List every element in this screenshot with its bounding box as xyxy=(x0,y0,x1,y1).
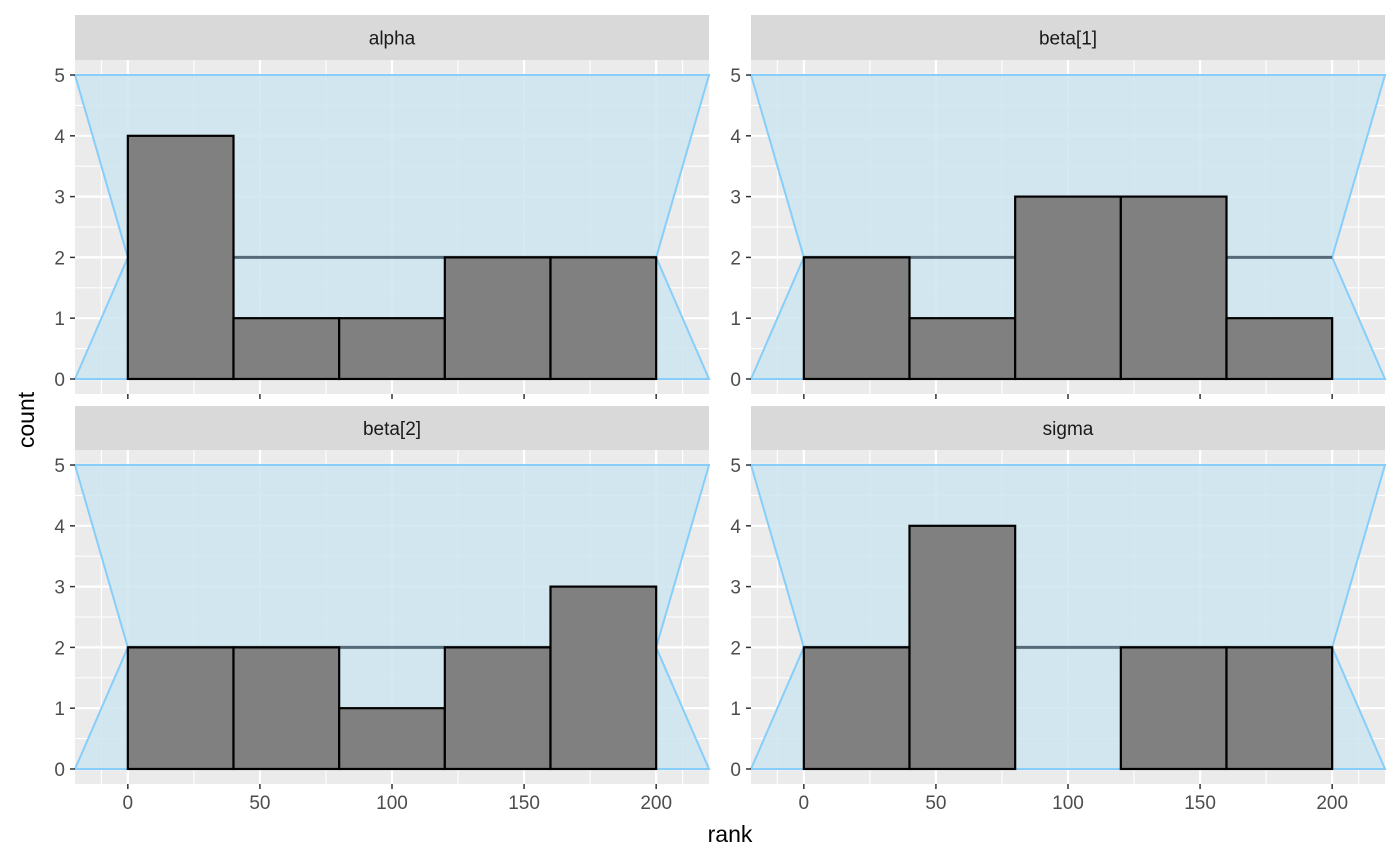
y-tick-label: 2 xyxy=(54,248,65,269)
y-tick-label: 5 xyxy=(54,456,65,477)
y-tick-label: 1 xyxy=(54,699,65,720)
y-tick-label: 3 xyxy=(54,578,65,599)
histogram-bar xyxy=(1225,317,1334,381)
histogram-bar xyxy=(1119,195,1228,381)
facet-strip xyxy=(751,15,1385,60)
y-axis-title: count xyxy=(13,391,39,448)
x-axis-title: rank xyxy=(708,821,753,847)
y-tick-label: 1 xyxy=(54,309,65,330)
facet-strip xyxy=(75,15,709,60)
histogram-bar xyxy=(232,317,341,381)
facet-panel: alpha 0 1 2 3 4 5 xyxy=(54,15,711,399)
y-tick-label: 2 xyxy=(54,638,65,659)
histogram-bar xyxy=(443,256,552,381)
facet-strip-label: alpha xyxy=(369,29,416,50)
y-tick-label: 3 xyxy=(730,188,741,209)
histogram-bar xyxy=(802,646,911,771)
y-tick-label: 4 xyxy=(730,517,741,538)
histogram-bar xyxy=(908,524,1017,771)
facet-strip-label: beta[1] xyxy=(1039,29,1097,50)
histogram-bar xyxy=(1014,195,1122,381)
y-tick-label: 4 xyxy=(54,127,65,148)
x-tick-label: 0 xyxy=(799,793,810,814)
y-tick-label: 4 xyxy=(730,127,741,148)
y-tick-label: 0 xyxy=(730,370,741,391)
y-tick-label: 0 xyxy=(730,760,741,781)
y-tick-label: 3 xyxy=(730,578,741,599)
histogram-bar xyxy=(338,707,446,771)
histogram-bar xyxy=(1225,646,1334,771)
histogram-bar xyxy=(126,646,235,771)
y-tick-label: 0 xyxy=(54,760,65,781)
y-tick-label: 0 xyxy=(54,370,65,391)
x-tick-label: 150 xyxy=(508,793,540,814)
y-tick-label: 5 xyxy=(730,456,741,477)
histogram-bar xyxy=(549,256,658,381)
facet-strip-label: sigma xyxy=(1043,419,1094,440)
histogram-bar xyxy=(802,256,911,381)
x-tick-label: 200 xyxy=(640,793,672,814)
histogram-bar xyxy=(338,317,446,381)
histogram-bar xyxy=(549,585,658,771)
y-tick-label: 3 xyxy=(54,188,65,209)
histogram-bar xyxy=(443,646,552,771)
facet-strip xyxy=(751,406,1385,450)
facet-panel: beta[1] 0 1 2 3 4 5 xyxy=(730,15,1387,399)
facet-strip-label: beta[2] xyxy=(363,419,421,440)
y-tick-label: 5 xyxy=(730,66,741,87)
x-tick-label: 50 xyxy=(925,793,946,814)
x-tick-label: 200 xyxy=(1316,793,1348,814)
x-tick-label: 100 xyxy=(376,793,408,814)
facet-strip xyxy=(75,406,709,450)
x-tick-label: 100 xyxy=(1052,793,1084,814)
x-tick-label: 150 xyxy=(1184,793,1216,814)
histogram-bar xyxy=(1119,646,1228,771)
histogram-bar xyxy=(232,646,341,771)
y-tick-label: 5 xyxy=(54,66,65,87)
y-tick-label: 1 xyxy=(730,699,741,720)
y-tick-label: 2 xyxy=(730,638,741,659)
y-tick-label: 4 xyxy=(54,517,65,538)
y-tick-label: 1 xyxy=(730,309,741,330)
histogram-bar xyxy=(908,317,1017,381)
x-tick-label: 0 xyxy=(123,793,134,814)
y-tick-label: 2 xyxy=(730,248,741,269)
x-tick-label: 50 xyxy=(249,793,270,814)
histogram-bar xyxy=(126,134,235,381)
